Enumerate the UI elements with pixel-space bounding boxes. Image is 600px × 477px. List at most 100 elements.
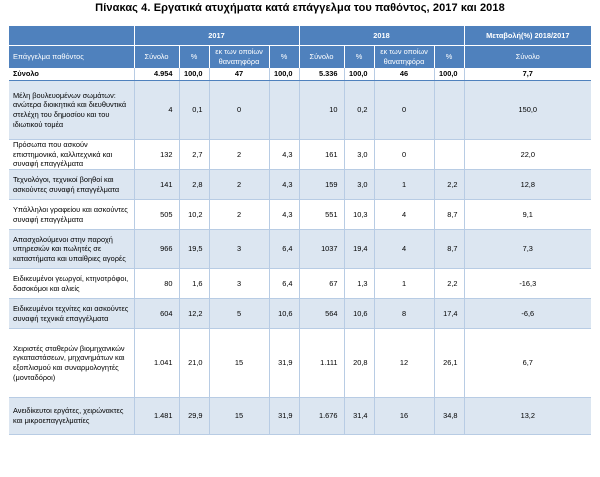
cell-fatal-pct-2017: 4,3 [269,169,300,200]
cell-total-2018: 67 [299,268,345,299]
cell-pct-2017: 12,2 [179,298,210,329]
cell-pct-2017: 2,7 [179,139,210,170]
cell-fatal-2018: 12 [374,328,435,398]
cell-fatal-pct-2018: 17,4 [434,298,465,329]
cell-change: 12,8 [464,169,592,200]
table-row: Τεχνολόγοι, τεχνικοί βοηθοί και ασκούντε… [9,169,592,200]
cell-fatal-pct-2017: 100,0 [269,68,300,81]
cell-fatal-2018: 4 [374,199,435,230]
cell-total-2018: 551 [299,199,345,230]
table-row: Χειριστές σταθερών βιομηχανικών εγκαταστ… [9,328,592,398]
cell-occupation: Απασχολούμενοι στην παροχή υπηρεσιών και… [9,229,135,269]
cell-total-2017: 1.041 [134,328,180,398]
cell-change: 9,1 [464,199,592,230]
header-occupation: Επάγγελμα παθόντος [9,45,135,68]
cell-fatal-pct-2018 [434,80,465,140]
cell-total-2017: 141 [134,169,180,200]
cell-total-2017: 505 [134,199,180,230]
cell-total-2017: 604 [134,298,180,329]
cell-total-2018: 1.111 [299,328,345,398]
cell-total-2018: 564 [299,298,345,329]
cell-change: -16,3 [464,268,592,299]
cell-occupation: Ειδικευμένοι τεχνίτες και ασκούντες συνα… [9,298,135,329]
cell-total-2017: 80 [134,268,180,299]
cell-fatal-pct-2017: 4,3 [269,199,300,230]
cell-pct-2018: 3,0 [344,139,375,170]
cell-fatal-2017: 47 [209,68,270,81]
cell-fatal-2017: 5 [209,298,270,329]
cell-fatal-2017: 15 [209,397,270,435]
cell-pct-2018: 0,2 [344,80,375,140]
cell-pct-2017: 2,8 [179,169,210,200]
cell-fatal-pct-2017 [269,80,300,140]
cell-fatal-pct-2017: 31,9 [269,397,300,435]
cell-fatal-2017: 3 [209,229,270,269]
cell-fatal-2017: 2 [209,139,270,170]
header-fatal-2018: εκ των οποίων θανατηφόρα [374,45,435,68]
table-row: Πρόσωπα που ασκούν επιστημονικά, καλλιτε… [9,139,592,170]
cell-total-2017: 966 [134,229,180,269]
cell-pct-2018: 3,0 [344,169,375,200]
table-row: Μέλη βουλευομένων σωμάτων: ανώτερα διοικ… [9,80,592,140]
header-pct-2018: % [344,45,375,68]
cell-fatal-pct-2017: 4,3 [269,139,300,170]
cell-pct-2017: 1,6 [179,268,210,299]
cell-fatal-pct-2018: 34,8 [434,397,465,435]
cell-total-2017: 132 [134,139,180,170]
cell-fatal-pct-2018: 100,0 [434,68,465,81]
cell-change: -6,6 [464,298,592,329]
cell-fatal-2018: 8 [374,298,435,329]
cell-fatal-2017: 2 [209,169,270,200]
cell-occupation: Ανειδίκευτοι εργάτες, χειρώνακτες και μι… [9,397,135,435]
cell-pct-2017: 19,5 [179,229,210,269]
cell-pct-2018: 10,6 [344,298,375,329]
table-row: Απασχολούμενοι στην παροχή υπηρεσιών και… [9,229,592,269]
cell-fatal-pct-2017: 10,6 [269,298,300,329]
cell-total-2018: 159 [299,169,345,200]
cell-fatal-2018: 1 [374,268,435,299]
cell-pct-2018: 1,3 [344,268,375,299]
table-row: Ειδικευμένοι γεωργοί, κτηνοτρόφοι, δασοκ… [9,268,592,299]
table-row-total: Σύνολο 4.954 100,0 47 100,0 5.336 100,0 46 100,0… [9,68,592,81]
cell-occupation: Μέλη βουλευομένων σωμάτων: ανώτερα διοικ… [9,80,135,140]
cell-fatal-pct-2018: 2,2 [434,169,465,200]
cell-occupation: Τεχνολόγοι, τεχνικοί βοηθοί και ασκούντε… [9,169,135,200]
table-row: Υπάλληλοι γραφείου και ασκούντες συναφή … [9,199,592,230]
cell-fatal-2017: 2 [209,199,270,230]
cell-total-2017: 4.954 [134,68,180,81]
cell-change: 7,7 [464,68,592,81]
cell-total-2018: 1.676 [299,397,345,435]
cell-pct-2017: 29,9 [179,397,210,435]
header-total-2018: Σύνολο [299,45,345,68]
header-change: Μεταβολή(%) 2018/2017 [464,26,592,46]
cell-change: 7,3 [464,229,592,269]
cell-fatal-pct-2018: 26,1 [434,328,465,398]
cell-pct-2018: 10,3 [344,199,375,230]
cell-fatal-pct-2018: 8,7 [434,229,465,269]
table-title: Πίνακας 4. Εργατικά ατυχήματα κατά επάγγ… [95,2,505,14]
cell-occupation: Χειριστές σταθερών βιομηχανικών εγκαταστ… [9,328,135,398]
cell-pct-2018: 20,8 [344,328,375,398]
header-blank [9,26,135,46]
cell-total-2017: 1.481 [134,397,180,435]
header-year-2017: 2017 [134,26,300,46]
cell-total-2017: 4 [134,80,180,140]
cell-pct-2017: 100,0 [179,68,210,81]
cell-occupation: Πρόσωπα που ασκούν επιστημονικά, καλλιτε… [9,139,135,170]
cell-fatal-2018: 0 [374,139,435,170]
cell-change: 6,7 [464,328,592,398]
cell-change: 150,0 [464,80,592,140]
cell-total-2018: 5.336 [299,68,345,81]
cell-total-2018: 1037 [299,229,345,269]
table-row: Ανειδίκευτοι εργάτες, χειρώνακτες και μι… [9,397,592,435]
cell-fatal-pct-2018: 8,7 [434,199,465,230]
cell-fatal-2017: 3 [209,268,270,299]
cell-pct-2017: 10,2 [179,199,210,230]
cell-pct-2018: 31,4 [344,397,375,435]
table-row: Ειδικευμένοι τεχνίτες και ασκούντες συνα… [9,298,592,329]
cell-fatal-pct-2017: 6,4 [269,229,300,269]
cell-occupation: Σύνολο [9,68,135,81]
header-pct-2017: % [179,45,210,68]
cell-occupation: Υπάλληλοι γραφείου και ασκούντες συναφή … [9,199,135,230]
cell-fatal-pct-2017: 6,4 [269,268,300,299]
